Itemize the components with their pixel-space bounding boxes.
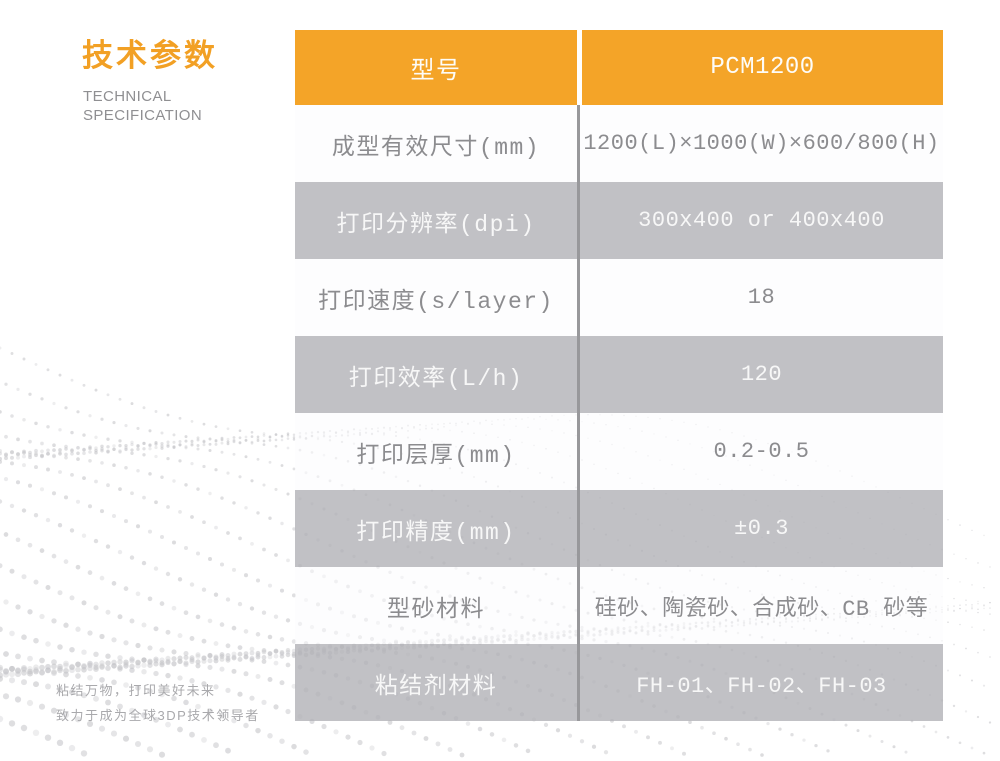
value-cell: 120 — [577, 336, 943, 413]
page-subtitle-line-1: TECHNICAL — [83, 88, 172, 105]
spec-table: 型号 PCM1200 成型有效尺寸(mm) 1200(L)×1000(W)×60… — [295, 30, 943, 721]
param-cell: 打印层厚(mm) — [356, 442, 516, 469]
header-param-cell: 型号 — [410, 58, 462, 86]
value-cell: FH-01、FH-02、FH-03 — [577, 644, 943, 721]
table-row: 成型有效尺寸(mm) 1200(L)×1000(W)×600/800(H) — [295, 105, 943, 182]
table-header-row: 型号 PCM1200 — [295, 30, 943, 105]
param-cell: 打印效率(L/h) — [348, 365, 524, 392]
value-cell: 硅砂、陶瓷砂、合成砂、CB 砂等 — [577, 567, 943, 644]
company-slogan: 粘结万物，打印美好未来 致力于成为全球3DP技术领导者 — [56, 678, 260, 728]
param-cell: 打印速度(s/layer) — [318, 288, 554, 315]
param-cell: 打印分辨率(dpi) — [336, 211, 536, 238]
table-row: 型砂材料 硅砂、陶瓷砂、合成砂、CB 砂等 — [295, 567, 943, 644]
value-cell: 300x400 or 400x400 — [577, 182, 943, 259]
page-title: 技术参数 — [82, 38, 218, 74]
table-row: 打印精度(mm) ±0.3 — [295, 490, 943, 567]
table-row: 粘结剂材料 FH-01、FH-02、FH-03 — [295, 644, 943, 721]
header-value-cell: PCM1200 — [577, 30, 943, 105]
param-cell: 型砂材料 — [387, 596, 485, 623]
value-cell: 0.2-0.5 — [577, 413, 943, 490]
param-cell: 成型有效尺寸(mm) — [331, 134, 541, 161]
table-row: 打印分辨率(dpi) 300x400 or 400x400 — [295, 182, 943, 259]
page-subtitle-en: TECHNICAL SPECIFICATION — [83, 87, 202, 125]
value-cell: ±0.3 — [577, 490, 943, 567]
param-cell: 粘结剂材料 — [374, 673, 498, 700]
slogan-line-1: 粘结万物，打印美好未来 — [56, 683, 216, 698]
page-subtitle-line-2: SPECIFICATION — [83, 107, 203, 124]
table-row: 打印效率(L/h) 120 — [295, 336, 943, 413]
table-row: 打印层厚(mm) 0.2-0.5 — [295, 413, 943, 490]
table-row: 打印速度(s/layer) 18 — [295, 259, 943, 336]
left-panel: 技术参数 TECHNICAL SPECIFICATION 粘结万物，打印美好未来… — [0, 0, 295, 761]
value-cell: 1200(L)×1000(W)×600/800(H) — [577, 105, 943, 182]
slogan-line-2: 致力于成为全球3DP技术领导者 — [56, 708, 260, 723]
value-cell: 18 — [577, 259, 943, 336]
param-cell: 打印精度(mm) — [356, 519, 516, 546]
